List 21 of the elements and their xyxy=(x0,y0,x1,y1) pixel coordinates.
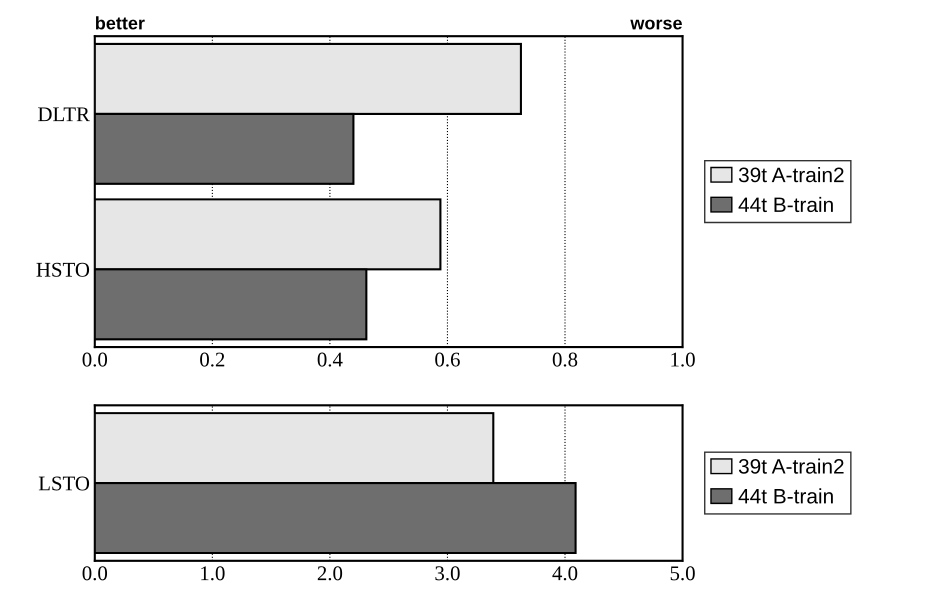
x-tick-label: 1.0 xyxy=(201,566,225,580)
x-tick-label: 1.0 xyxy=(671,352,695,367)
x-tick-label: 0.6 xyxy=(435,352,460,367)
x-tick-label: 2.0 xyxy=(318,566,342,580)
x-tick-label: 0.0 xyxy=(82,566,108,580)
legend-label: 44t B-train xyxy=(738,196,833,212)
x-tick-label: 0.4 xyxy=(318,352,343,367)
y-tick-label: LSTO xyxy=(38,476,90,491)
y-tick-label: HSTO xyxy=(36,262,90,277)
x-tick-label: 0.0 xyxy=(82,352,108,367)
text: better xyxy=(96,16,145,30)
legend-label: 44t B-train xyxy=(738,488,833,504)
x-tick-label: 4.0 xyxy=(552,566,578,580)
x-tick-label: 5.0 xyxy=(670,566,695,580)
legend-label: 39t A-train2 xyxy=(738,458,844,474)
legend-label: 39t A-train2 xyxy=(738,166,844,182)
text: worse xyxy=(630,20,682,30)
x-tick-label: 3.0 xyxy=(435,566,460,580)
y-tick-label: DLTR xyxy=(38,107,90,122)
x-tick-label: 0.2 xyxy=(200,352,224,367)
x-tick-label: 0.8 xyxy=(552,352,578,367)
